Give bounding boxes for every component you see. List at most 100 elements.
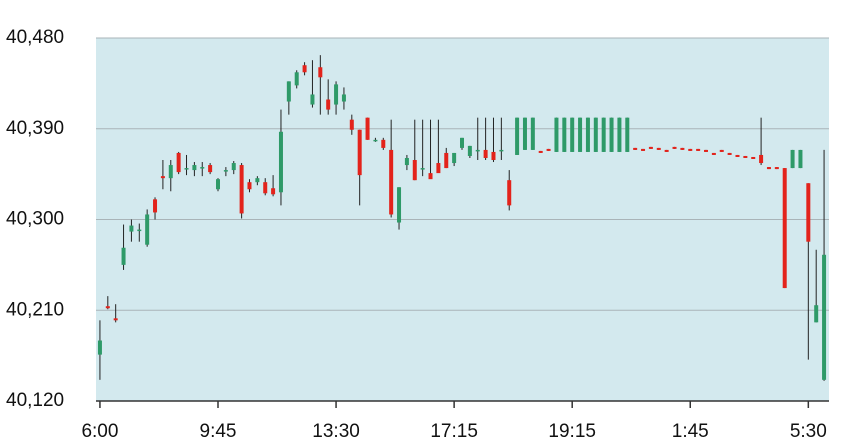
- candle-body: [656, 147, 661, 150]
- candle-body: [341, 94, 346, 102]
- candle-body: [774, 167, 779, 170]
- candle-body: [389, 149, 394, 215]
- x-tick-label: 5:30: [790, 421, 827, 442]
- candle-body: [499, 149, 504, 152]
- candle-body: [153, 199, 158, 213]
- candle-body: [286, 81, 291, 102]
- candle-body: [585, 117, 590, 152]
- x-tick-label: 19:15: [548, 421, 596, 442]
- candle-body: [782, 168, 787, 289]
- x-tick-label: 17:15: [430, 421, 478, 442]
- candle-body: [664, 149, 669, 152]
- candle-body: [522, 117, 527, 150]
- candle-body: [97, 340, 102, 355]
- candle-body: [546, 148, 551, 151]
- candle-body: [105, 306, 110, 309]
- candle-body: [271, 188, 276, 195]
- candle-body: [412, 160, 417, 181]
- y-tick-label: 40,210: [6, 299, 64, 320]
- candle-body: [176, 152, 181, 173]
- candle-body: [357, 129, 362, 176]
- candle-body: [759, 154, 764, 164]
- candle-body: [790, 149, 795, 169]
- candle-body: [704, 149, 708, 152]
- candle-body: [404, 157, 409, 166]
- candle-body: [491, 151, 496, 161]
- candle-body: [208, 165, 213, 173]
- candle-body: [334, 84, 339, 105]
- x-tick-label: 9:45: [200, 421, 237, 442]
- candle-body: [609, 117, 614, 152]
- candle-body: [137, 229, 142, 232]
- candle-body: [365, 117, 370, 140]
- candle-body: [381, 139, 386, 148]
- candle-body: [719, 149, 724, 152]
- candle-body: [231, 163, 236, 171]
- candle-body: [444, 152, 449, 169]
- candle-body: [467, 145, 472, 156]
- candle-body: [113, 318, 118, 321]
- candle-body: [727, 152, 732, 155]
- candle-body: [578, 117, 583, 152]
- candle-body: [475, 149, 480, 152]
- candle-body: [420, 168, 425, 170]
- candle-body: [121, 247, 126, 265]
- candle-body: [766, 167, 771, 170]
- x-tick-label: 6:00: [81, 421, 118, 442]
- candle-body: [593, 117, 598, 152]
- candle-body: [278, 131, 283, 193]
- candle-body: [711, 152, 716, 155]
- candle-body: [562, 117, 567, 152]
- y-tick-label: 40,480: [6, 27, 64, 48]
- candle-body: [798, 149, 803, 169]
- candle-body: [460, 137, 464, 148]
- candle-body: [822, 254, 827, 380]
- candle-body: [200, 167, 205, 169]
- candle-body: [680, 147, 685, 150]
- candle-body: [806, 183, 811, 242]
- candle-body: [554, 117, 559, 152]
- candle-body: [428, 173, 433, 180]
- candle-body: [641, 148, 646, 151]
- candle-body: [814, 305, 819, 323]
- candle-body: [302, 65, 307, 73]
- y-tick-label: 40,300: [6, 209, 64, 230]
- candle-body: [436, 163, 441, 174]
- candle-body: [530, 117, 535, 150]
- candle-body: [601, 117, 606, 152]
- candle-body: [625, 117, 630, 152]
- candle-body: [633, 147, 638, 150]
- candle-body: [751, 156, 756, 159]
- candle-body: [145, 214, 150, 245]
- candle-body: [483, 149, 488, 158]
- candle-body: [239, 165, 244, 214]
- candle-body: [263, 182, 268, 194]
- candle-body: [507, 180, 512, 206]
- candle-body: [310, 94, 315, 105]
- candle-body: [538, 150, 543, 153]
- y-tick-label: 40,120: [6, 390, 64, 411]
- x-tick-label: 1:45: [672, 421, 709, 442]
- candle-body: [318, 67, 323, 78]
- candle-body: [349, 119, 354, 130]
- candle-body: [255, 178, 260, 183]
- candle-body: [168, 165, 173, 179]
- candle-body: [223, 170, 228, 172]
- candle-body: [160, 176, 165, 179]
- candle-body: [326, 99, 331, 110]
- candle-body: [192, 165, 197, 171]
- candle-body: [743, 155, 748, 158]
- candle-body: [515, 117, 520, 155]
- candle-body: [696, 148, 701, 151]
- candle-body: [397, 187, 402, 223]
- candle-body: [373, 139, 378, 142]
- candle-body: [570, 117, 575, 152]
- candle-body: [216, 179, 220, 190]
- candle-body: [617, 117, 622, 152]
- candle-body: [247, 182, 252, 190]
- candle-body: [672, 146, 677, 149]
- y-tick-label: 40,390: [6, 118, 64, 139]
- x-tick-label: 13:30: [312, 421, 360, 442]
- candle-body: [648, 146, 653, 149]
